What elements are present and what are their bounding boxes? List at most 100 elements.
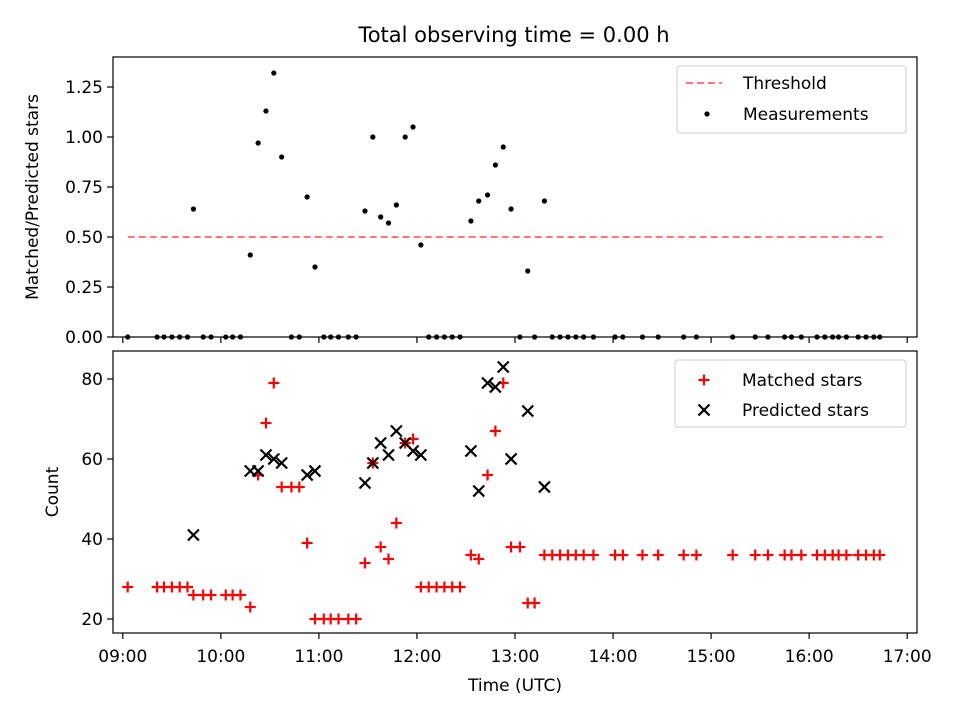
matched-star-point bbox=[489, 425, 501, 437]
matched-star-point bbox=[690, 549, 702, 561]
measurement-point bbox=[247, 252, 253, 258]
measurement-point bbox=[370, 134, 376, 140]
matched-star-point bbox=[652, 549, 664, 561]
x-tick-label: 17:00 bbox=[883, 647, 932, 667]
predicted-star-point-b bbox=[489, 380, 502, 394]
predicted-star-point bbox=[251, 464, 265, 478]
measurement-point bbox=[271, 70, 277, 76]
ratio-y-label: Matched/Predicted stars bbox=[23, 94, 43, 300]
legend-threshold-label: Threshold bbox=[742, 74, 827, 94]
predicted-star-point-b bbox=[496, 360, 510, 374]
x-tick-label: 11:00 bbox=[294, 647, 343, 667]
predicted-star-point bbox=[267, 452, 281, 466]
predicted-star-point bbox=[504, 452, 518, 466]
predicted-star-point bbox=[187, 528, 200, 542]
matched-star-point bbox=[762, 549, 774, 561]
matched-star-point bbox=[529, 597, 541, 609]
x-tick-label: 12:00 bbox=[392, 647, 441, 667]
matched-star-point bbox=[465, 549, 477, 561]
x-tick-label: 13:00 bbox=[491, 647, 540, 667]
matched-star-point bbox=[678, 549, 690, 561]
predicted-star-point bbox=[308, 464, 322, 478]
matched-star-point bbox=[276, 481, 288, 493]
ratio-legend-box bbox=[676, 65, 907, 134]
measurement-point bbox=[190, 206, 196, 212]
y-tick-label: 40 bbox=[81, 530, 103, 550]
matched-star-point bbox=[578, 549, 590, 561]
predicted-star-point-b bbox=[398, 436, 412, 450]
y-tick-label: 0.50 bbox=[65, 228, 103, 248]
predicted-star-point bbox=[390, 424, 403, 438]
predicted-star-point bbox=[414, 448, 428, 462]
matched-star-point bbox=[234, 589, 246, 601]
predicted-star-point bbox=[374, 436, 387, 450]
legend-predicted-swatch bbox=[697, 403, 711, 417]
measurement-point bbox=[402, 134, 408, 140]
matched-star-point bbox=[187, 589, 199, 601]
y-tick-label: 1.25 bbox=[65, 78, 103, 98]
legend-matched-swatch bbox=[698, 374, 710, 386]
predicted-star-point-b bbox=[414, 448, 428, 462]
measurement-point bbox=[393, 202, 399, 208]
ratio-legend: Threshold Measurements bbox=[676, 65, 907, 134]
predicted-star-point-b bbox=[521, 404, 535, 418]
predicted-star-point-b bbox=[187, 528, 200, 542]
x-axis-label: Time (UTC) bbox=[467, 676, 562, 696]
predicted-star-point-b bbox=[464, 444, 478, 458]
matched-star-point bbox=[727, 549, 739, 561]
predicted-star-point bbox=[275, 456, 288, 470]
measurement-point bbox=[304, 194, 310, 200]
x-tick-label: 10:00 bbox=[196, 647, 245, 667]
measurement-point bbox=[255, 140, 261, 146]
measurement-point bbox=[279, 154, 285, 160]
predicted-star-point bbox=[300, 468, 314, 482]
matched-star-point bbox=[293, 481, 305, 493]
x-tick-label: 09:00 bbox=[98, 647, 147, 667]
predicted-star-point bbox=[472, 484, 485, 498]
predicted-star-point-b bbox=[251, 464, 265, 478]
predicted-star-point bbox=[489, 380, 502, 394]
y-tick-label: 0.25 bbox=[65, 278, 103, 298]
matched-star-point bbox=[840, 549, 852, 561]
measurement-point bbox=[362, 208, 368, 214]
measurement-point bbox=[508, 206, 514, 212]
matched-star-point bbox=[636, 549, 648, 561]
predicted-star-point bbox=[358, 476, 372, 490]
matched-star-point bbox=[874, 549, 886, 561]
matched-star-point bbox=[260, 417, 272, 429]
count-legend-box bbox=[674, 359, 907, 428]
legend-predicted-label: Predicted stars bbox=[742, 401, 869, 421]
measurement-point bbox=[476, 198, 482, 204]
y-tick-label: 1.00 bbox=[65, 128, 103, 148]
predicted-star-point-b bbox=[406, 444, 420, 458]
measurement-point bbox=[541, 198, 548, 204]
ratio-panel: 0.00 0.25 0.50 0.75 1.00 1.25 Matched/Predict… bbox=[23, 56, 918, 348]
measurement-point bbox=[500, 144, 506, 150]
ratio-x-ticks bbox=[122, 337, 908, 343]
legend-measurements-swatch bbox=[704, 111, 710, 117]
matched-star-point bbox=[785, 549, 797, 561]
matched-star-point bbox=[390, 517, 402, 529]
predicted-star-point-b bbox=[472, 484, 485, 498]
predicted-star-point bbox=[366, 456, 380, 470]
measurement-point bbox=[484, 192, 491, 198]
matched-star-point bbox=[244, 601, 256, 613]
count-x-ticks: 09:00 10:00 11:00 12:00 13:00 14:00 15:00 16:00… bbox=[98, 633, 932, 667]
predicted-star-point-b bbox=[390, 424, 403, 438]
count-legend: Matched stars Predicted stars bbox=[674, 359, 907, 428]
count-panel: 20 40 60 80 09:00 10:00 11:00 12:00 13:00 14:00 1… bbox=[43, 350, 932, 696]
matched-star-point bbox=[359, 557, 371, 569]
measurement-point bbox=[418, 242, 424, 248]
measurement-point bbox=[492, 162, 498, 168]
matched-star-point bbox=[514, 541, 526, 553]
y-tick-label: 20 bbox=[81, 610, 103, 630]
measurement-point bbox=[468, 218, 474, 224]
x-tick-label: 16:00 bbox=[785, 647, 834, 667]
matched-star-point bbox=[350, 613, 362, 625]
predicted-star-point bbox=[521, 404, 535, 418]
matched-star-point bbox=[454, 581, 466, 593]
predicted-star-point-b bbox=[382, 448, 395, 462]
count-marks bbox=[122, 360, 886, 625]
legend-matched-marker bbox=[698, 374, 710, 386]
